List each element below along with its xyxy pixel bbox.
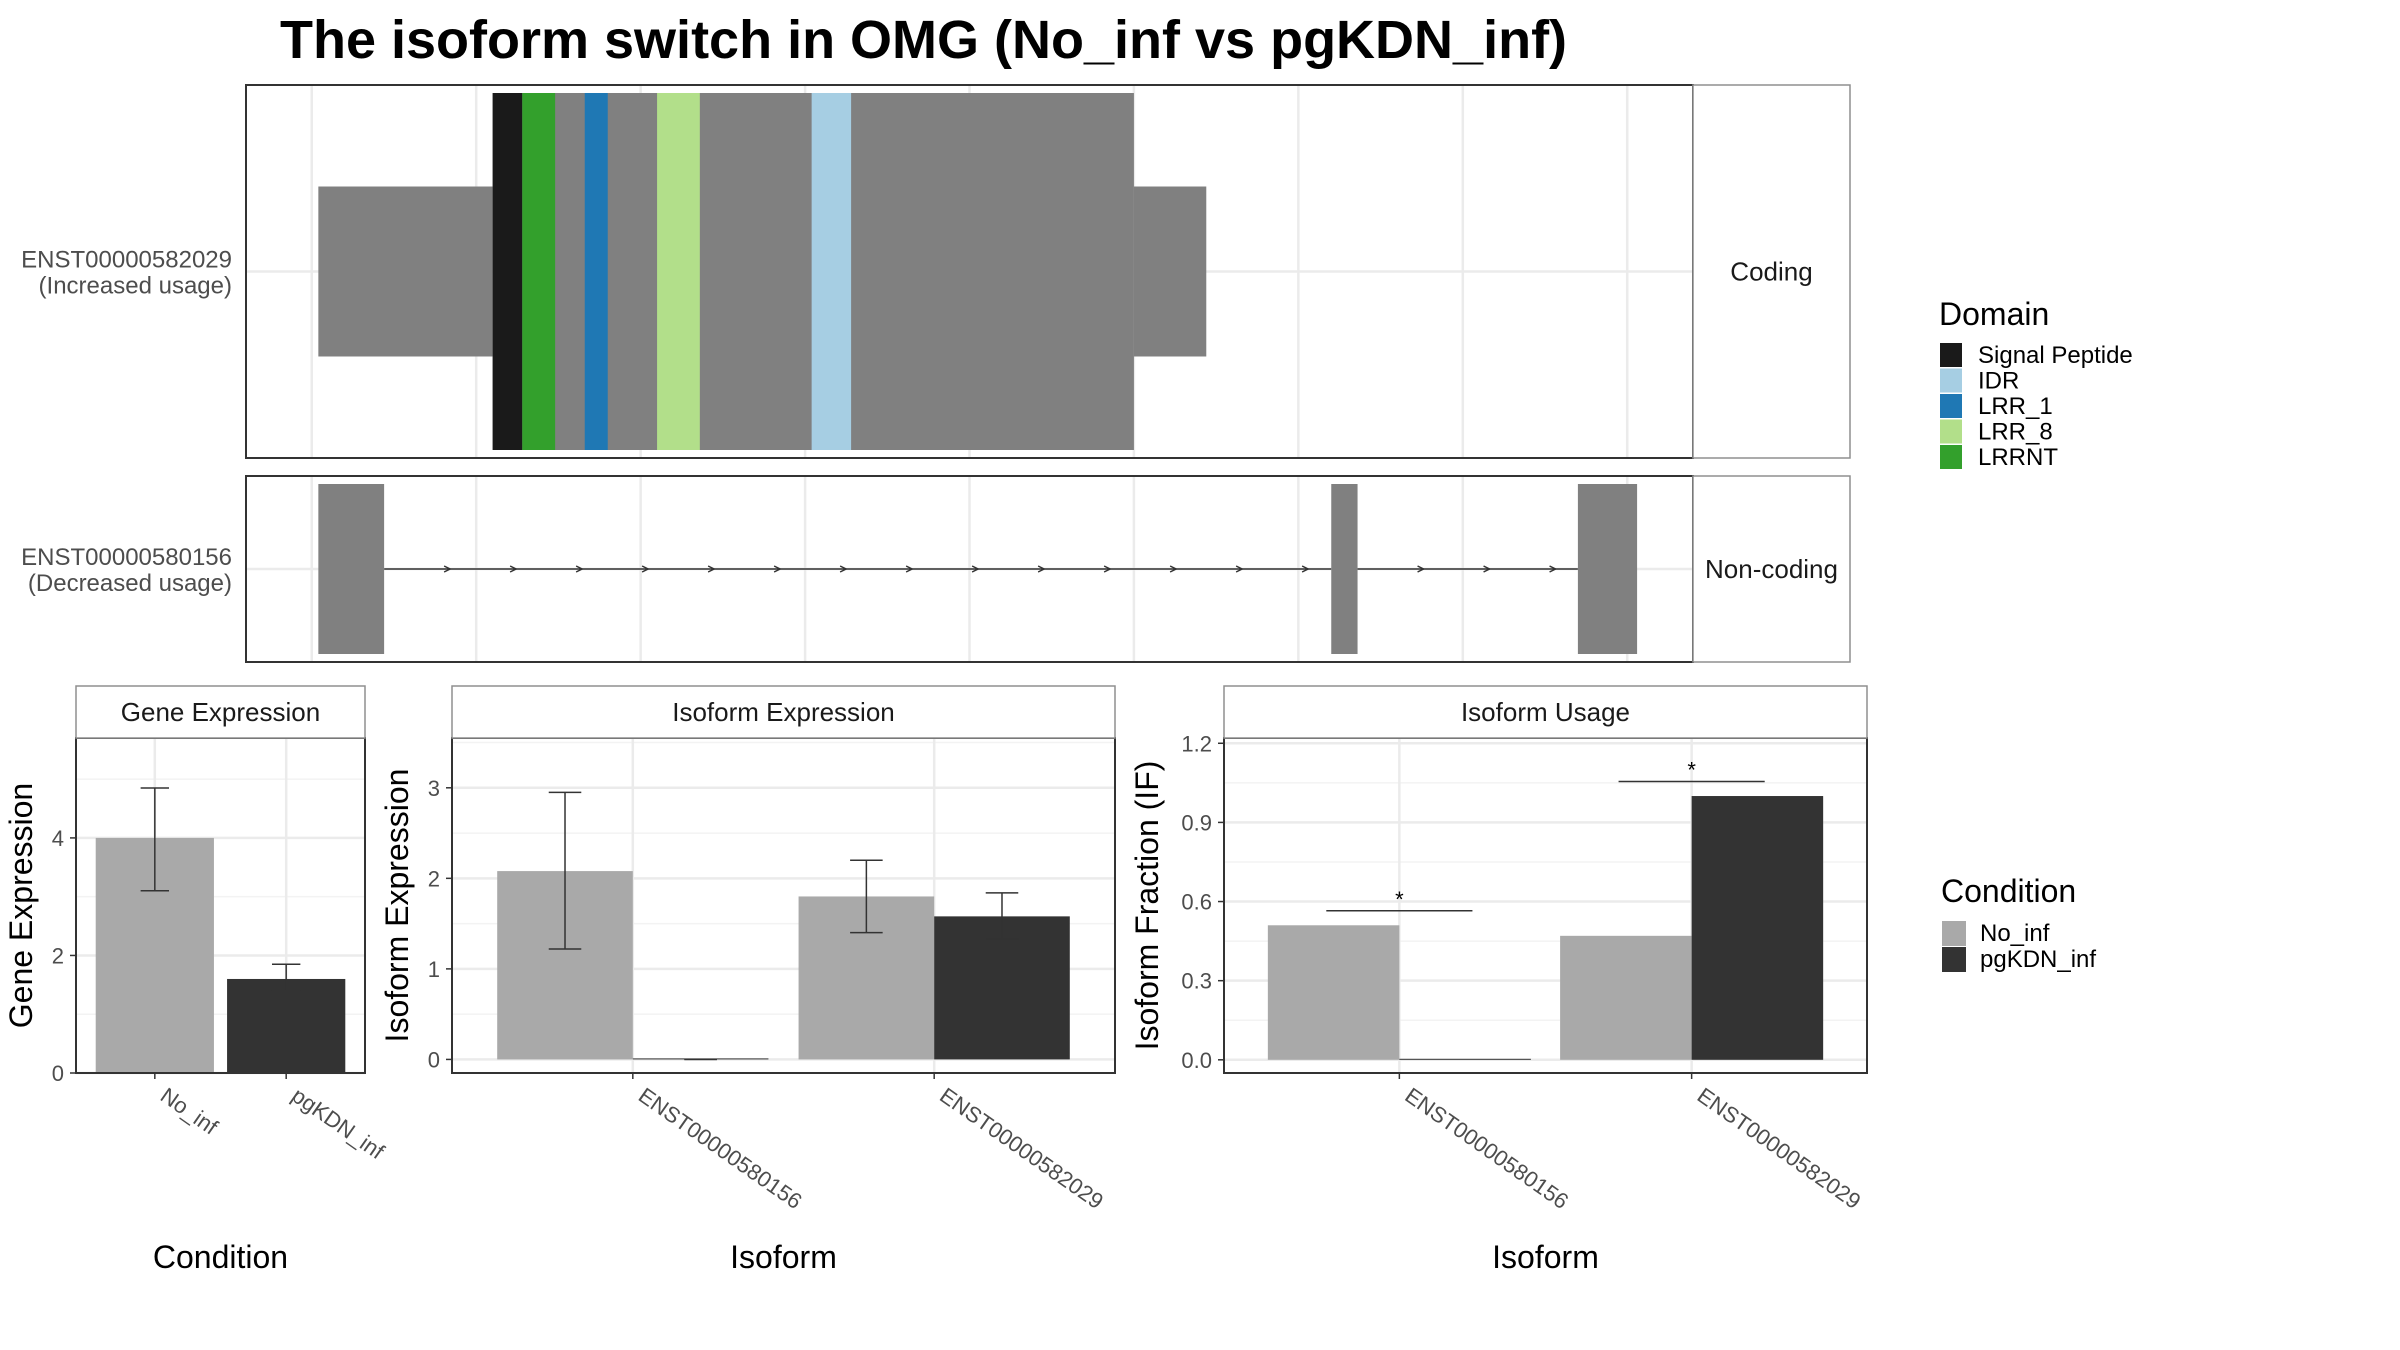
y-tick-label: 0.9: [1181, 810, 1212, 835]
intron-arrow: [1037, 565, 1046, 573]
intron-arrow: [1549, 565, 1558, 573]
facet-strip-label: Gene Expression: [121, 697, 320, 727]
legend-label: LRRNT: [1978, 444, 2058, 471]
x-tick-label: pgKDN_inf: [287, 1083, 389, 1165]
bar-panel-isoform-usage: 0.0 0.3 0.6 0.9 1.2 * * Isoform Usage ENST000005…: [1129, 685, 1868, 1275]
y-tick-label: 1.2: [1181, 731, 1212, 756]
transcript-row-label: ENST00000580156: [21, 544, 232, 571]
domain-idr: [811, 93, 852, 450]
intron-arrow: [839, 565, 848, 573]
intron-arrow: [443, 565, 452, 573]
transcript-panel-ENST00000580156: Non-coding ENST00000580156(Decreased usag…: [21, 475, 1851, 663]
intron-arrow: [707, 565, 716, 573]
facet-strip-label: Non-coding: [1705, 554, 1838, 584]
significance-star: *: [1395, 887, 1404, 912]
domain-lrr_1: [584, 93, 608, 450]
intron-arrow: [905, 565, 914, 573]
intron-arrow: [575, 565, 584, 573]
y-tick-label: 1: [428, 957, 440, 982]
facet-strip: [1692, 475, 1851, 663]
y-tick-label: 0: [428, 1047, 440, 1072]
bar-pgKDN_inf: [934, 916, 1070, 1060]
y-tick-label: 2: [428, 866, 440, 891]
intron-arrow: [509, 565, 518, 573]
legend-label: IDR: [1978, 368, 2019, 395]
legend-key-signal-peptide: [1940, 343, 1962, 367]
transcript-row-sublabel: (Increased usage): [39, 273, 232, 300]
facet-strip: [451, 685, 1116, 739]
transcript-row-sublabel: (Decreased usage): [28, 570, 232, 597]
intron-arrow: [1235, 565, 1244, 573]
domain-lrrnt: [522, 93, 556, 450]
intron-arrow: [1301, 565, 1310, 573]
significance-star: *: [1687, 758, 1696, 783]
legend-label: LRR_1: [1978, 393, 2053, 420]
figure-title: The isoform switch in OMG (No_inf vs pgK…: [280, 10, 1567, 70]
bar-pgKDN_inf: [1691, 796, 1824, 1060]
legend-label: No_inf: [1980, 920, 2050, 947]
x-tick-label: ENST00000582029: [935, 1083, 1108, 1214]
domain-signal-peptide: [492, 93, 523, 450]
y-axis-title: Isoform Expression: [379, 769, 415, 1043]
y-tick-label: 2: [52, 943, 64, 968]
legend-key-lrrnt: [1940, 445, 1962, 469]
y-tick-label: 0: [52, 1061, 64, 1086]
facet-strip-label: Isoform Expression: [672, 697, 895, 727]
x-tick-label: ENST00000580156: [634, 1083, 807, 1214]
legend-label: pgKDN_inf: [1980, 946, 2096, 973]
y-axis-title: Gene Expression: [3, 783, 39, 1028]
x-axis-title: Isoform: [730, 1239, 837, 1275]
bar-No_inf: [1267, 925, 1400, 1060]
bar-pgKDN_inf: [227, 978, 346, 1073]
legend-title: Condition: [1941, 873, 2076, 909]
intron-arrow: [1169, 565, 1178, 573]
facet-strip-label: Coding: [1730, 257, 1812, 287]
bar-panel-isoform-expression: 0 1 2 3 Isoform Expression ENST00000580156 ENS…: [379, 685, 1116, 1275]
domain-lrr_8: [657, 93, 700, 450]
facet-strip: [1692, 84, 1851, 459]
bar-panel-gene-expression: 0 2 4 Gene Expression No_inf pgKDN_inf Conditi…: [3, 685, 390, 1275]
exon-block: [1133, 186, 1207, 357]
y-tick-label: 0.0: [1181, 1048, 1212, 1073]
x-tick-label: ENST00000580156: [1400, 1083, 1573, 1214]
x-axis-title: Isoform: [1492, 1239, 1599, 1275]
exon-block: [1331, 484, 1358, 654]
bar-No_inf: [1560, 935, 1692, 1060]
y-axis-title: Isoform Fraction (IF): [1129, 761, 1165, 1051]
intron-arrow: [1417, 565, 1426, 573]
x-axis-title: Condition: [153, 1239, 288, 1275]
bar-pgKDN_inf: [1399, 1058, 1531, 1060]
intron-arrow: [1483, 565, 1492, 573]
legend-key-lrr_1: [1940, 394, 1962, 418]
facet-strip: [1223, 685, 1868, 739]
legend-key-pgkdn_inf: [1942, 947, 1966, 972]
transcript-row-label: ENST00000582029: [21, 247, 232, 274]
facet-strip-label: Isoform Usage: [1461, 697, 1630, 727]
exon-block: [318, 484, 385, 654]
x-tick-label: No_inf: [156, 1083, 223, 1140]
intron-arrow: [641, 565, 650, 573]
legend-title: Domain: [1939, 296, 2049, 332]
y-tick-label: 3: [428, 776, 440, 801]
y-tick-label: 0.6: [1181, 890, 1212, 915]
exon-block: [318, 186, 493, 357]
transcript-panel-ENST00000582029: Coding ENST00000582029(Increased usage): [21, 84, 1851, 459]
x-tick-label: ENST00000582029: [1693, 1083, 1866, 1214]
facet-strip: [75, 685, 366, 739]
intron-arrow: [1103, 565, 1112, 573]
exon-block: [1577, 484, 1638, 654]
y-tick-label: 4: [52, 826, 64, 851]
intron-arrow: [773, 565, 782, 573]
legend-key-no_inf: [1942, 921, 1966, 946]
legend-label: LRR_8: [1978, 419, 2053, 446]
legend-key-idr: [1940, 368, 1962, 393]
intron-arrow: [971, 565, 980, 573]
legend-key-lrr_8: [1940, 419, 1962, 444]
y-tick-label: 0.3: [1181, 969, 1212, 994]
legend-label: Signal Peptide: [1978, 342, 2133, 369]
